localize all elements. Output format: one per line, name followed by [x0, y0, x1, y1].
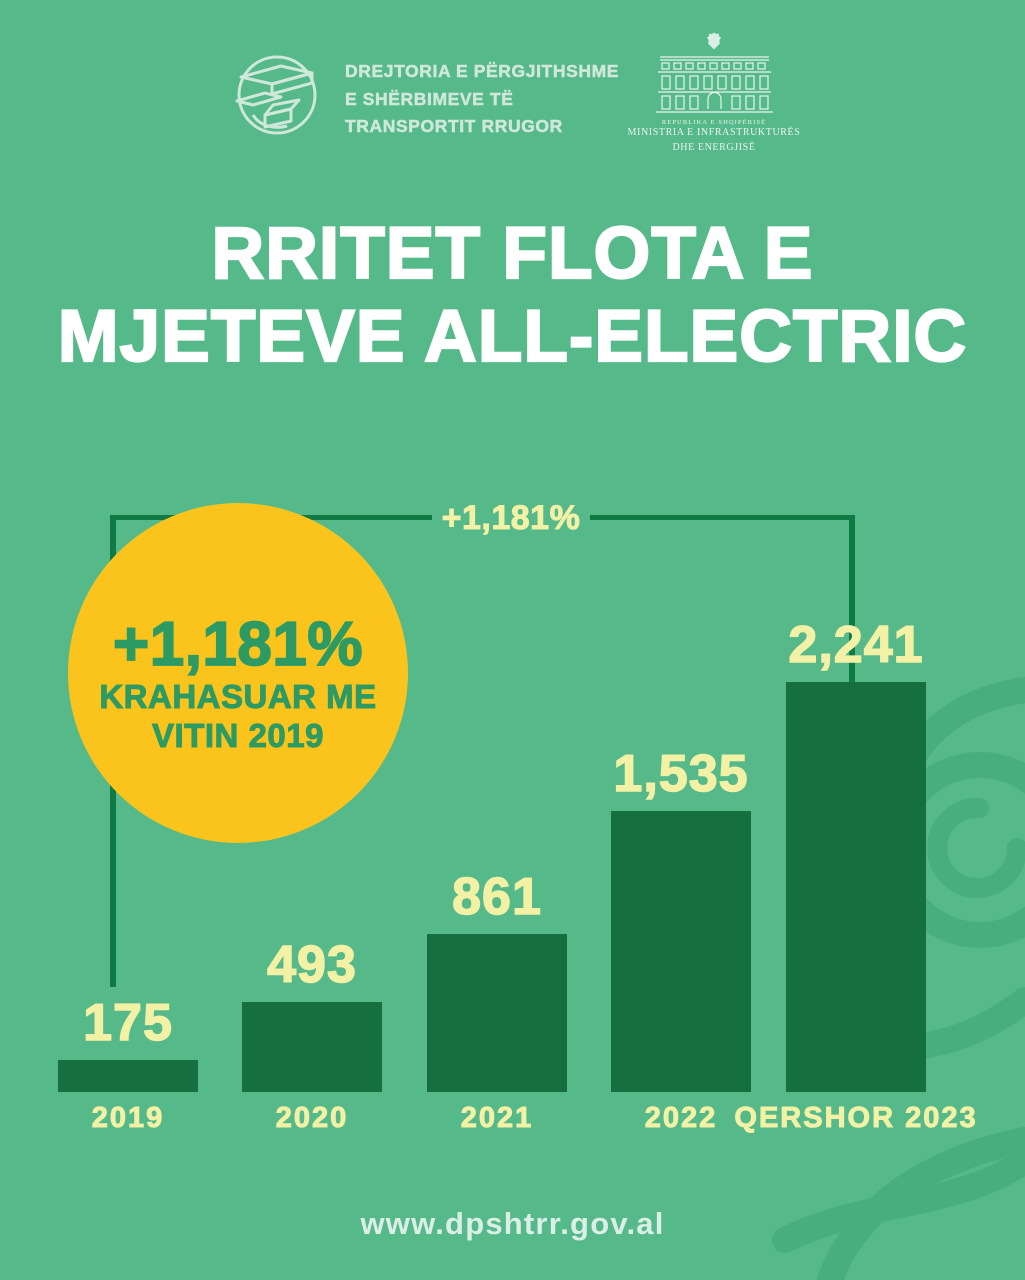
bar	[427, 934, 567, 1092]
bar-value: 175	[82, 993, 173, 1053]
globe-road-icon	[235, 55, 317, 135]
chart-column-2022: 1,535 2022	[611, 0, 751, 1280]
title-line1: RRITET FLOTA E	[210, 212, 814, 295]
building-icon	[655, 56, 773, 113]
bar	[786, 682, 926, 1092]
badge-percent: +1,181%	[112, 610, 363, 679]
bar-value: 1,535	[613, 744, 749, 804]
dpshtrr-line3: TRANSPORTIT RRUGOR	[345, 116, 563, 136]
ministry-republic-line: REPUBLIKA E SHQIPËRISË	[661, 119, 767, 126]
bar	[611, 811, 751, 1092]
dpshtrr-line2: E SHËRBIMEVE TË	[345, 88, 514, 109]
bracket-vertical-right	[849, 515, 855, 684]
bar-year-label: 2020	[275, 1102, 349, 1135]
bar-year-label: 2022	[644, 1102, 718, 1135]
growth-badge: +1,181% KRAHASUAR ME VITIN 2019	[68, 503, 408, 843]
chart-column-qershor-2023: 2,241 QERSHOR 2023	[734, 0, 976, 1280]
bracket-line-right	[590, 515, 855, 520]
bar-value: 2,241	[788, 615, 924, 675]
eagle-icon	[706, 32, 722, 50]
page-title: RRITET FLOTA E MJETEVE ALL-ELECTRIC	[0, 212, 1025, 378]
dpshtrr-line1: DREJTORIA E PËRGJITHSHME	[345, 61, 620, 81]
bar-year-label: QERSHOR 2023	[734, 1102, 978, 1135]
bar-value: 861	[451, 867, 542, 927]
ministry-name-line2: DHE ENERGJISË	[672, 141, 756, 153]
chart-column-2021: 861 2021	[427, 0, 567, 1280]
badge-line2: VITIN 2019	[152, 717, 324, 755]
bar-value: 493	[266, 935, 357, 995]
bar	[58, 1060, 198, 1092]
badge-line1: KRAHASUAR ME	[99, 678, 377, 716]
title-line2: MJETEVE ALL-ELECTRIC	[57, 295, 968, 378]
bar	[242, 1002, 382, 1092]
dpshtrr-logo-text: DREJTORIA E PËRGJITHSHME E SHËRBIMEVE TË…	[345, 58, 619, 141]
chart-column-2020: 493 2020	[242, 0, 382, 1280]
bracket-label: +1,181%	[441, 499, 581, 538]
ministry-name-line1: MINISTRIA E INFRASTRUKTURËS	[627, 127, 801, 138]
ministry-emblem: REPUBLIKA E SHQIPËRISË MINISTRIA E INFRA…	[614, 28, 814, 155]
chart-column-2019: 175 2019	[58, 0, 198, 1280]
website-url: www.dpshtrr.gov.al	[360, 1206, 665, 1241]
bar-year-label: 2019	[91, 1102, 165, 1135]
bar-year-label: 2021	[460, 1102, 534, 1135]
